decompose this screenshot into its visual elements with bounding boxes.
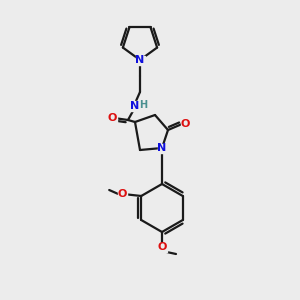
Bar: [158, 242, 166, 251]
Bar: [136, 56, 145, 64]
Text: O: O: [180, 119, 190, 129]
Text: N: N: [130, 101, 140, 111]
Bar: [118, 190, 127, 199]
Bar: [158, 143, 166, 152]
Text: O: O: [107, 113, 117, 123]
Bar: [130, 101, 142, 111]
Bar: [107, 113, 116, 122]
Text: N: N: [135, 55, 145, 65]
Bar: [181, 119, 190, 128]
Text: O: O: [118, 189, 127, 199]
Text: N: N: [158, 143, 166, 153]
Text: O: O: [157, 242, 167, 252]
Text: H: H: [139, 100, 147, 110]
